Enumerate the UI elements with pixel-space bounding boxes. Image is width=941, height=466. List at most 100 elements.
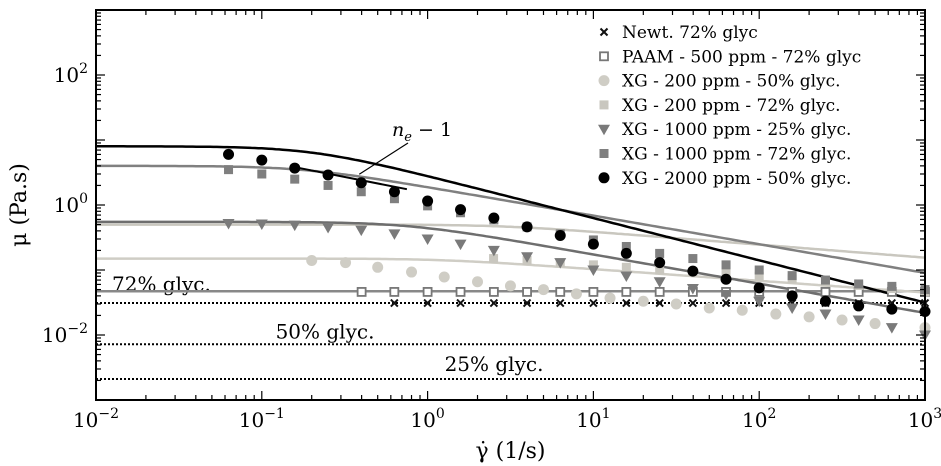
data-point bbox=[655, 298, 664, 308]
data-point bbox=[887, 281, 897, 291]
data-point bbox=[340, 257, 352, 269]
data-point bbox=[688, 298, 698, 308]
legend-label: Newt. 72% glyc bbox=[622, 23, 758, 43]
data-point bbox=[422, 195, 434, 207]
data-point bbox=[455, 287, 466, 297]
ref-line-label: 25% glyc. bbox=[445, 352, 544, 376]
data-point bbox=[372, 261, 384, 273]
x-tick-label: 101 bbox=[576, 406, 610, 432]
data-point bbox=[736, 304, 748, 316]
data-point bbox=[819, 295, 831, 307]
x-tick-label: 10−1 bbox=[239, 406, 285, 432]
data-point bbox=[654, 257, 666, 269]
data-point bbox=[406, 266, 418, 278]
fit-curve bbox=[96, 164, 925, 275]
fit-curve bbox=[96, 220, 925, 315]
data-point bbox=[754, 271, 764, 281]
data-point bbox=[587, 238, 599, 250]
data-point bbox=[589, 298, 598, 308]
data-point bbox=[487, 245, 500, 257]
data-point bbox=[721, 269, 731, 279]
data-point bbox=[721, 260, 731, 270]
data-point bbox=[620, 247, 632, 259]
data-point bbox=[703, 302, 715, 314]
data-point bbox=[654, 287, 665, 297]
data-point bbox=[721, 298, 731, 308]
data-point bbox=[599, 100, 609, 110]
data-point bbox=[423, 298, 432, 308]
data-point bbox=[655, 248, 665, 258]
data-point bbox=[438, 271, 450, 283]
data-point bbox=[356, 187, 366, 197]
data-point bbox=[323, 180, 333, 190]
data-point bbox=[820, 275, 830, 285]
data-point bbox=[599, 27, 609, 37]
data-point bbox=[598, 124, 610, 136]
legend-item: Newt. 72% glyc bbox=[599, 23, 758, 43]
ref-line-label: 50% glyc. bbox=[276, 319, 375, 343]
annotation-pointer bbox=[358, 142, 409, 175]
data-point bbox=[885, 323, 898, 334]
data-point bbox=[686, 283, 699, 295]
data-point bbox=[356, 287, 367, 297]
y-tick-label: 10−2 bbox=[42, 321, 88, 347]
slope-line bbox=[295, 166, 408, 191]
data-point bbox=[455, 204, 467, 216]
data-point bbox=[556, 298, 565, 308]
legend-label: XG - 1000 ppm - 25% glyc. bbox=[622, 120, 851, 140]
data-point bbox=[389, 194, 399, 204]
data-point bbox=[621, 241, 631, 251]
y-axis-label: μ (Pa.s) bbox=[7, 163, 32, 247]
data-point bbox=[554, 258, 567, 269]
data-point bbox=[256, 154, 268, 166]
data-point bbox=[820, 287, 831, 297]
data-point bbox=[537, 284, 549, 296]
data-point bbox=[472, 276, 484, 288]
data-point bbox=[504, 280, 516, 292]
data-point bbox=[598, 75, 610, 87]
x-tick-label: 102 bbox=[742, 406, 776, 432]
fit-curve bbox=[96, 257, 925, 294]
y-tick-label: 102 bbox=[54, 61, 88, 87]
data-point bbox=[587, 265, 600, 276]
data-point bbox=[322, 223, 335, 234]
fit-curve bbox=[96, 145, 925, 304]
data-point bbox=[555, 287, 566, 297]
data-point bbox=[803, 311, 815, 323]
data-point bbox=[787, 271, 797, 281]
slope-annotation: ne − 1 bbox=[295, 119, 452, 191]
data-point bbox=[422, 287, 433, 297]
slope-label: ne − 1 bbox=[392, 119, 452, 145]
data-point bbox=[869, 318, 881, 330]
legend: Newt. 72% glyc PAAM - 500 ppm - 72% glyc X… bbox=[598, 23, 861, 189]
data-point bbox=[604, 292, 616, 304]
data-point bbox=[786, 290, 798, 302]
fit-curve bbox=[96, 223, 925, 259]
data-point bbox=[489, 254, 499, 264]
data-point bbox=[753, 296, 766, 308]
legend-item: XG - 1000 ppm - 72% glyc. bbox=[599, 145, 851, 165]
data-point bbox=[521, 221, 533, 233]
data-point bbox=[819, 309, 832, 321]
data-point bbox=[257, 169, 267, 179]
data-point bbox=[621, 262, 631, 272]
x-axis-label: γ̇ (1/s) bbox=[475, 439, 545, 464]
axes: 10−2 10−1 100 101 102 103 10−2 100 102 γ̇ (1/s) μ … bbox=[7, 9, 941, 464]
legend-label: XG - 1000 ppm - 72% glyc. bbox=[622, 145, 851, 165]
data-point bbox=[620, 271, 633, 282]
legend-item: XG - 200 ppm - 72% glyc. bbox=[599, 96, 841, 116]
data-point bbox=[521, 252, 534, 263]
data-point bbox=[222, 218, 235, 230]
data-point bbox=[687, 265, 699, 277]
data-point bbox=[655, 265, 665, 275]
data-point bbox=[570, 288, 582, 300]
data-point bbox=[522, 287, 532, 297]
data-point bbox=[488, 287, 499, 297]
data-point bbox=[522, 298, 532, 308]
data-markers bbox=[222, 148, 931, 341]
legend-label: XG - 200 ppm - 50% glyc. bbox=[622, 72, 841, 92]
data-point bbox=[288, 220, 301, 232]
data-point bbox=[853, 300, 865, 312]
data-point bbox=[588, 287, 599, 297]
